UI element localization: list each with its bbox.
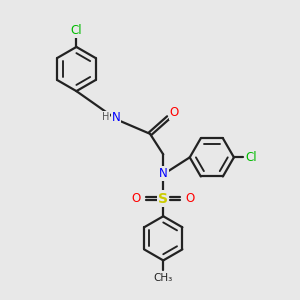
- Text: O: O: [186, 192, 195, 205]
- Text: Cl: Cl: [246, 151, 257, 164]
- Text: O: O: [169, 106, 179, 119]
- Text: S: S: [158, 192, 168, 206]
- Text: O: O: [131, 192, 141, 205]
- Text: CH₃: CH₃: [154, 273, 173, 283]
- Text: N: N: [112, 111, 121, 124]
- Text: H: H: [102, 112, 110, 122]
- Text: N: N: [159, 167, 168, 180]
- Text: Cl: Cl: [70, 24, 82, 37]
